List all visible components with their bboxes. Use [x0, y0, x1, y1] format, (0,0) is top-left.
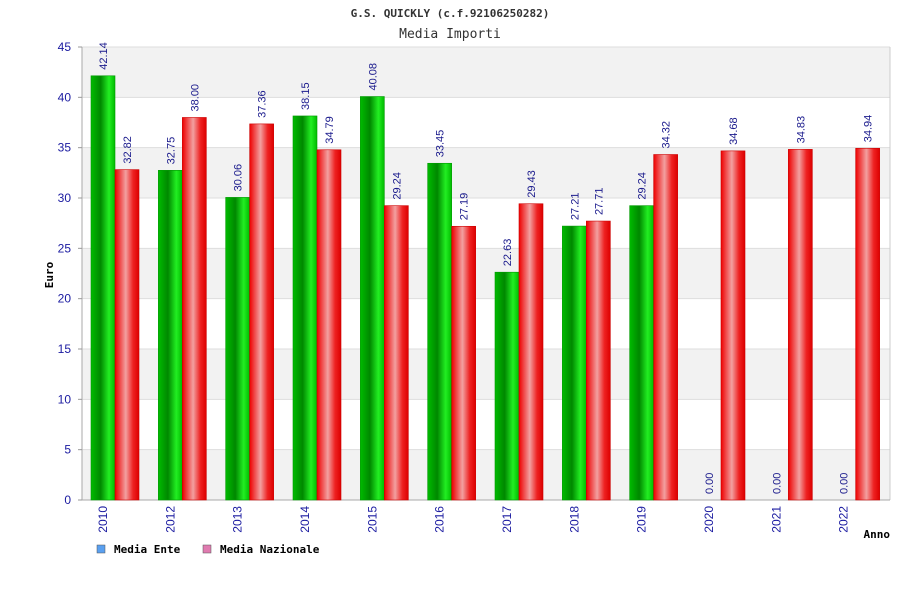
legend-label-media-nazionale: Media Nazionale — [220, 543, 320, 556]
axes — [81, 47, 891, 501]
data-label: 30.06 — [233, 164, 245, 192]
grid-lines — [82, 46, 890, 501]
bar-media-nazionale-2014 — [316, 149, 342, 501]
data-label: 38.15 — [300, 82, 312, 110]
chart-subtitle: Media Importi — [399, 27, 501, 42]
data-label: 0.00 — [839, 473, 851, 494]
x-tick-label: 2022 — [837, 506, 851, 533]
bar-media-nazionale-2022 — [855, 147, 880, 501]
y-axis-title: Euro — [43, 261, 56, 288]
x-axis-title: Anno — [864, 528, 891, 541]
plot-band — [82, 147, 890, 198]
plot-band — [82, 298, 890, 349]
x-tick-label: 2010 — [96, 506, 110, 533]
plot-background — [82, 47, 890, 500]
bar-media-ente-2018 — [562, 225, 587, 501]
bar-media-nazionale-2012 — [182, 117, 207, 501]
data-label: 0.00 — [704, 473, 716, 494]
x-tick-label: 2012 — [163, 506, 177, 533]
x-tick-label: 2019 — [635, 506, 649, 533]
data-label: 38.00 — [189, 84, 201, 112]
data-label: 29.24 — [391, 172, 403, 200]
plot-band — [82, 198, 890, 249]
y-tick-label: 20 — [58, 292, 72, 306]
bar-media-ente-2015 — [360, 96, 385, 501]
y-tick-label: 0 — [64, 493, 71, 507]
data-label: 40.08 — [367, 63, 379, 91]
bar-media-nazionale-2010 — [114, 169, 140, 501]
bar-media-nazionale-2015 — [384, 205, 409, 501]
y-tick-label: 35 — [58, 141, 72, 155]
data-label: 34.32 — [661, 121, 673, 149]
plot-band — [82, 349, 890, 400]
data-label: 34.68 — [728, 117, 740, 145]
data-label: 34.83 — [795, 116, 807, 144]
plot-band — [82, 248, 890, 299]
data-label: 34.79 — [324, 116, 336, 144]
bar-media-ente-2014 — [292, 115, 318, 501]
bars — [90, 75, 880, 501]
x-tick-label: 2017 — [500, 506, 514, 533]
bar-media-ente-2013 — [225, 197, 250, 501]
legend-label-media-ente: Media Ente — [114, 543, 181, 556]
y-axis-ticks: 0 5 10 15 20 25 30 35 40 45 — [58, 40, 82, 507]
legend-swatch-media-ente — [96, 544, 106, 554]
bar-media-ente-2019 — [629, 205, 654, 501]
y-tick-label: 40 — [58, 90, 72, 104]
legend: Media Ente Media Nazionale — [96, 543, 320, 556]
plot-band — [82, 399, 890, 450]
bar-media-nazionale-2020 — [720, 150, 746, 501]
data-label: 34.94 — [863, 115, 875, 143]
bar-media-nazionale-2016 — [451, 225, 476, 501]
y-tick-label: 5 — [64, 443, 71, 457]
data-label: 42.14 — [98, 42, 110, 70]
y-tick-label: 25 — [58, 241, 72, 255]
y-tick-label: 30 — [58, 191, 72, 205]
bar-media-ente-2017 — [494, 271, 520, 501]
bar-media-nazionale-2021 — [788, 149, 813, 501]
bar-media-nazionale-2018 — [586, 220, 611, 501]
data-labels: 42.14 32.82 32.75 38.00 30.06 37.36 38.15 34.79… — [98, 42, 875, 494]
x-axis-ticks: 2010 2012 2013 2014 2015 2016 2017 2018 2019 2020… — [96, 506, 851, 533]
data-label: 32.75 — [165, 137, 177, 165]
data-label: 22.63 — [502, 239, 514, 267]
y-tick-label: 15 — [58, 342, 72, 356]
bar-media-nazionale-2019 — [653, 154, 678, 501]
x-tick-label: 2018 — [567, 506, 581, 533]
plot-band — [82, 97, 890, 148]
x-tick-label: 2016 — [433, 506, 447, 533]
plot-band — [82, 449, 890, 500]
data-label: 33.45 — [435, 130, 447, 158]
y-tick-label: 10 — [58, 392, 72, 406]
bar-media-ente-2016 — [427, 162, 452, 501]
bar-media-nazionale-2017 — [518, 203, 544, 501]
chart-title: G.S. QUICKLY (c.f.92106250282) — [351, 7, 550, 20]
plot-band — [82, 47, 890, 98]
x-tick-label: 2020 — [702, 506, 716, 533]
data-label: 29.43 — [526, 170, 538, 198]
data-label: 27.19 — [459, 193, 471, 221]
legend-swatch-media-nazionale — [202, 544, 212, 554]
data-label: 27.21 — [569, 193, 581, 221]
data-label: 27.71 — [593, 188, 605, 216]
y-tick-label: 45 — [58, 40, 72, 54]
bar-media-ente-2010 — [90, 75, 116, 501]
data-label: 29.24 — [637, 172, 649, 200]
data-label: 0.00 — [771, 473, 783, 494]
bar-media-ente-2012 — [158, 170, 183, 501]
x-tick-label: 2015 — [365, 506, 379, 533]
x-tick-label: 2013 — [231, 506, 245, 533]
x-tick-label: 2021 — [769, 506, 783, 533]
data-label: 32.82 — [122, 136, 134, 164]
x-tick-label: 2014 — [298, 506, 312, 533]
data-label: 37.36 — [257, 90, 269, 118]
bar-media-nazionale-2013 — [249, 123, 274, 501]
